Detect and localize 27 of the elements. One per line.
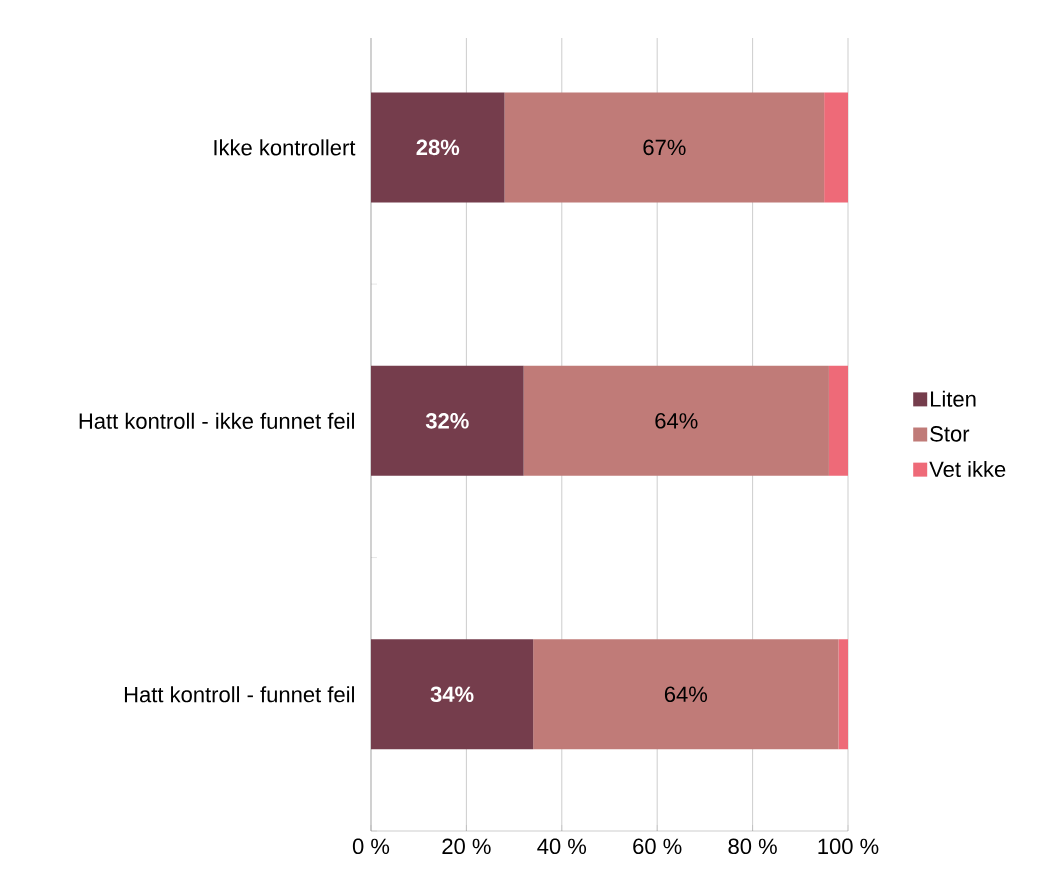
x-tick-label: 0 % — [352, 838, 390, 855]
bar — [371, 365, 524, 476]
x-tick-label: 80 % — [728, 838, 777, 855]
x-tick-label: 60 % — [633, 838, 682, 855]
bar — [504, 92, 825, 203]
legend-label: Stor — [930, 426, 970, 442]
x-tick-label: 40 % — [537, 838, 587, 855]
data-label: 67% — [643, 139, 686, 156]
data-label: 34% — [430, 686, 474, 703]
bar — [533, 639, 839, 750]
data-label: 64% — [655, 413, 698, 429]
bar — [838, 639, 848, 750]
y-tick-label: Hatt kontroll - ikke funnet feil — [79, 412, 354, 429]
legend-label: Vet ikke — [929, 460, 1006, 478]
bar — [824, 92, 848, 203]
legend-label: Liten — [931, 390, 976, 407]
data-label: 28% — [416, 139, 460, 156]
y-tick-label: Ikke kontrollert — [214, 139, 356, 156]
data-label: 64% — [664, 686, 708, 703]
y-tick-label: Hatt kontroll - funnet feil — [124, 686, 354, 703]
bar — [371, 639, 534, 750]
x-tick-label: 100 % — [818, 838, 879, 855]
bar — [371, 92, 505, 203]
bar — [523, 365, 829, 476]
x-tick-label: 20 % — [442, 838, 491, 855]
bar — [828, 365, 848, 476]
data-label: 32% — [425, 413, 469, 429]
